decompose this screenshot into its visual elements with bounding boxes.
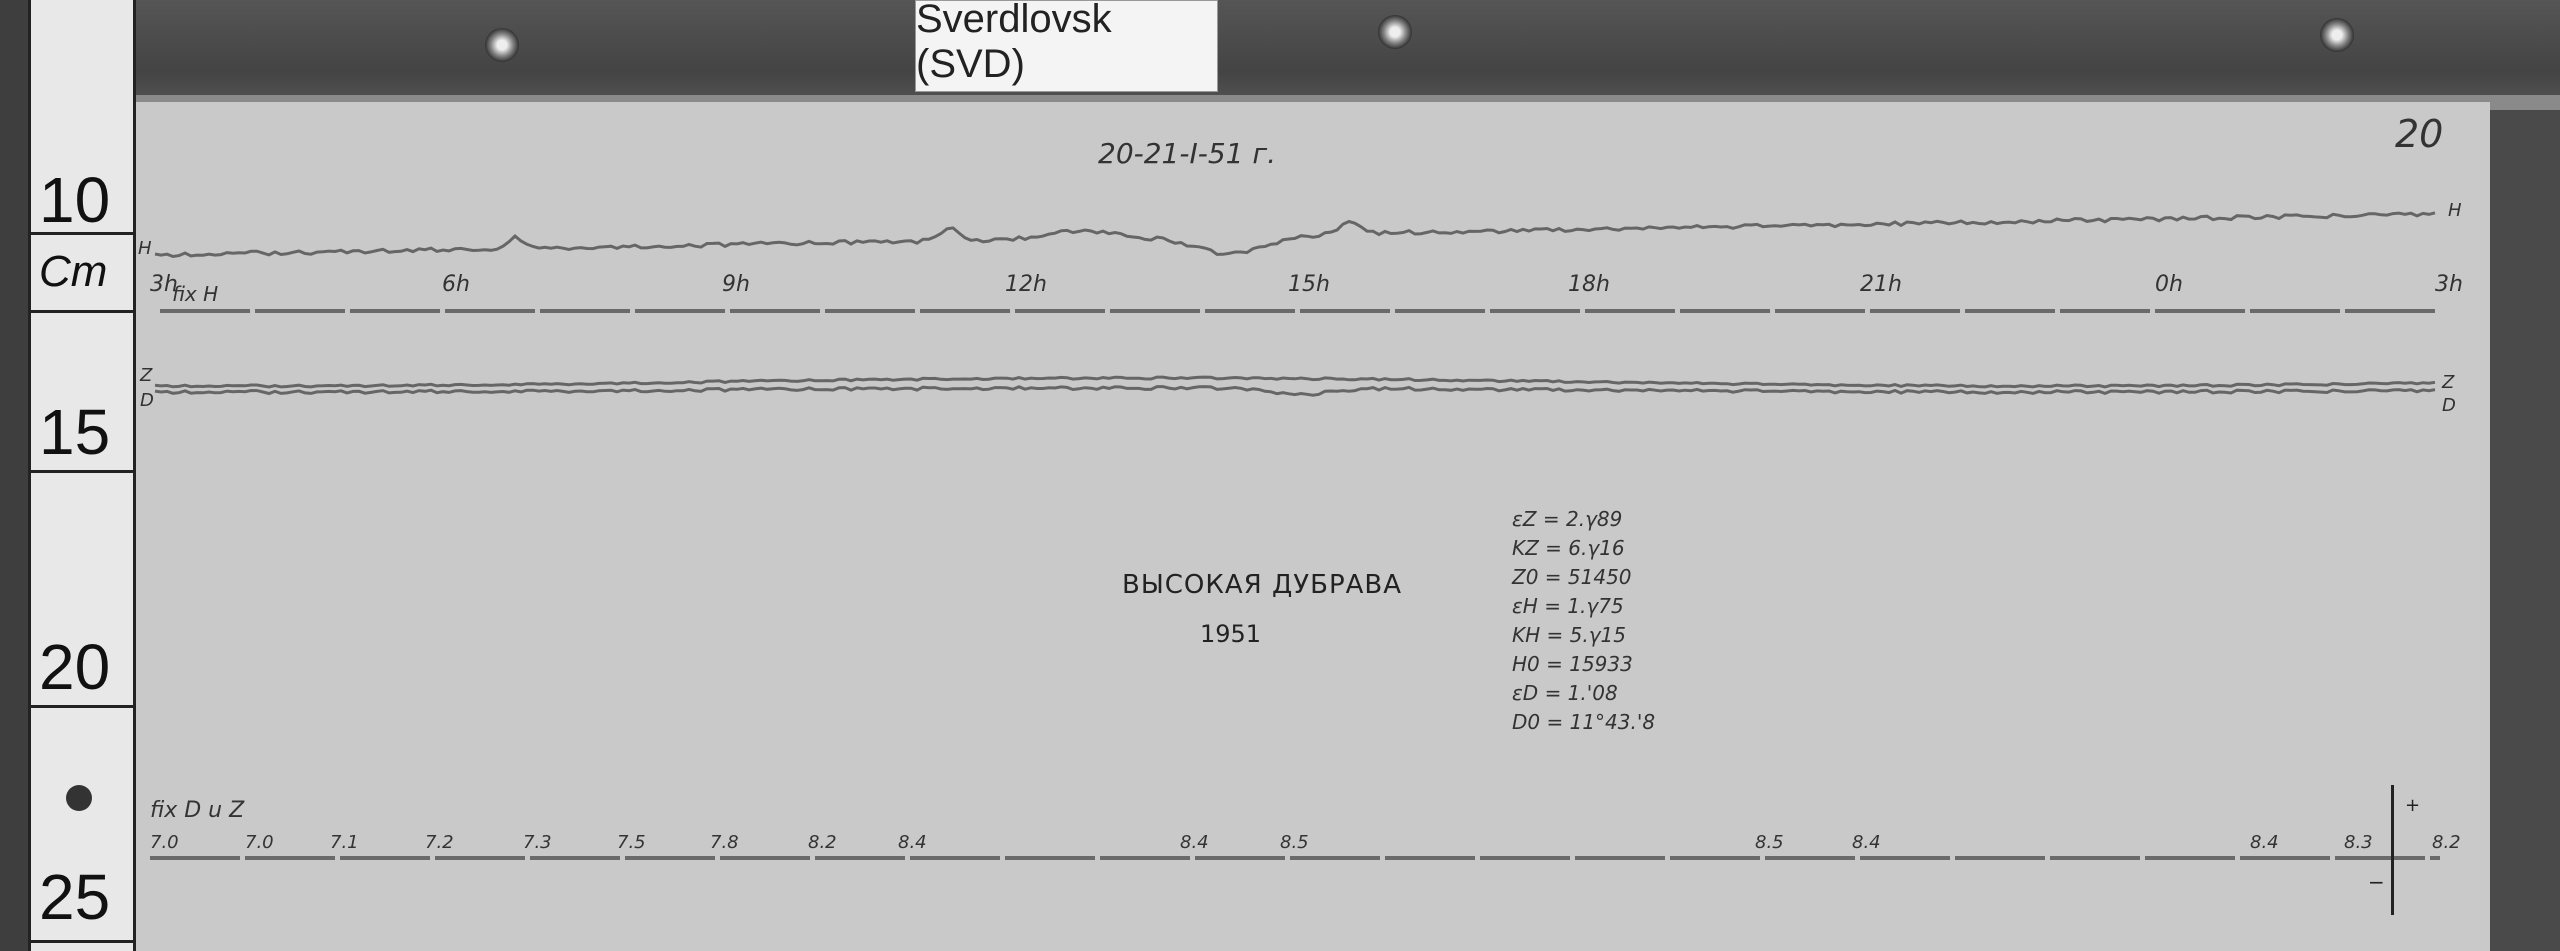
- ruler-hole: [66, 785, 92, 811]
- background: [2490, 110, 2560, 951]
- z-label-right: Z: [2442, 372, 2455, 393]
- hour-mark: 18h: [1568, 272, 1610, 297]
- ruler-mark: 25: [39, 861, 111, 933]
- temperature-mark: 7.0: [150, 832, 179, 853]
- temperature-mark: 7.3: [523, 832, 552, 853]
- temperature-mark: 8.4: [2250, 832, 2279, 853]
- temperature-mark: 8.2: [2432, 832, 2461, 853]
- d-label-left: D: [140, 390, 154, 411]
- parameter: εZ = 2.γ89: [1512, 507, 1623, 531]
- temperature-mark: 8.4: [898, 832, 927, 853]
- screw-icon: [1378, 15, 1412, 49]
- hour-mark: 0h: [2155, 272, 2183, 297]
- hour-mark: 6h: [442, 272, 470, 297]
- hour-mark: 12h: [1005, 272, 1047, 297]
- ruler-line: [31, 232, 133, 235]
- station-name: ВЫСОКАЯ ДУБРАВА: [1122, 570, 1403, 600]
- parameter: KH = 5.γ15: [1512, 623, 1626, 647]
- ruler-mark: 20: [39, 631, 111, 703]
- ruler-line: [31, 470, 133, 473]
- h-label-left: H: [138, 238, 152, 259]
- hour-mark: 15h: [1288, 272, 1330, 297]
- temperature-mark: 7.0: [245, 832, 274, 853]
- screw-icon: [485, 28, 519, 62]
- temperature-mark: 7.1: [330, 832, 359, 853]
- temperature-mark: 7.8: [710, 832, 739, 853]
- station-tag: Sverdlovsk (SVD): [915, 0, 1218, 92]
- ruler-unit: Cm: [39, 247, 108, 296]
- z-label-left: Z: [140, 365, 153, 386]
- hour-mark: 9h: [722, 272, 750, 297]
- hour-mark: 21h: [1860, 272, 1902, 297]
- z-trace: [154, 375, 2436, 389]
- station-year: 1951: [1200, 620, 1262, 648]
- temperature-mark: 8.2: [808, 832, 837, 853]
- d-trace: [154, 385, 2436, 397]
- parameter: KZ = 6.γ16: [1512, 536, 1625, 560]
- date-note: 20-21-I-51 г.: [1098, 137, 1276, 170]
- temperature-mark: 8.5: [1755, 832, 1784, 853]
- h-label-right: H: [2448, 200, 2462, 221]
- temperature-mark: 8.4: [1180, 832, 1209, 853]
- h-trace: [154, 211, 2436, 259]
- parameter: εH = 1.γ75: [1512, 594, 1624, 618]
- fix-h-label: fix H: [172, 282, 219, 306]
- temperature-mark: 8.4: [1852, 832, 1881, 853]
- hour-mark: 3h: [150, 272, 178, 297]
- ruler-mark: 10: [39, 164, 111, 236]
- hour-mark: 3h: [2435, 272, 2463, 297]
- temperature-mark: 8.5: [1280, 832, 1309, 853]
- arrow-minus: −: [2368, 870, 2385, 894]
- parameter: Z0 = 51450: [1512, 565, 1632, 589]
- ruler-line: [31, 705, 133, 708]
- ruler-line: [31, 310, 133, 313]
- temperature-mark: 7.2: [425, 832, 454, 853]
- temperature-mark: 8.3: [2344, 832, 2373, 853]
- arrow-plus: +: [2405, 795, 2421, 816]
- parameter: H0 = 15933: [1512, 652, 1633, 676]
- ruler: 10 Cm 15 20 25: [28, 0, 136, 951]
- d-label-right: D: [2442, 395, 2456, 416]
- ruler-mark: 15: [39, 396, 111, 468]
- ruler-line: [31, 940, 133, 943]
- screw-icon: [2320, 18, 2354, 52]
- parameter: εD = 1.'08: [1512, 681, 1618, 705]
- parameter: D0 = 11°43.'8: [1512, 710, 1656, 734]
- fix-dz-label: fix D u Z: [150, 798, 245, 823]
- scale-arrow-icon: [2391, 785, 2394, 915]
- sheet-number: 20: [2395, 112, 2444, 156]
- calibration-parameters: εZ = 2.γ89 KZ = 6.γ16 Z0 = 51450 εH = 1.γ75…: [1512, 505, 1655, 737]
- temperature-mark: 7.5: [617, 832, 646, 853]
